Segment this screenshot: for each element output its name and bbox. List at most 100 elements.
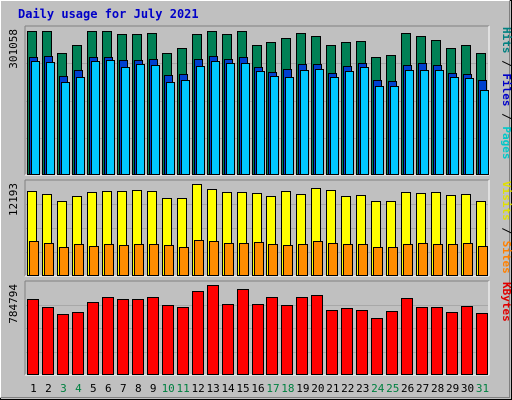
bar-kbytes-day-26 <box>401 298 413 375</box>
bar-kbytes-day-18 <box>281 305 293 375</box>
bar-kbytes-day-19 <box>296 297 308 375</box>
chart-title: Daily usage for July 2021 <box>18 7 199 21</box>
bar-sites-day-29 <box>448 244 458 276</box>
day-label-3: 3 <box>60 382 67 395</box>
day-label-26: 26 <box>401 382 414 395</box>
bar-pages-day-28 <box>435 70 444 175</box>
day-label-6: 6 <box>105 382 112 395</box>
panel-bottom: 784794 KBytes <box>7 280 512 376</box>
bar-kbytes-day-17 <box>266 297 278 375</box>
day-label-12: 12 <box>192 382 205 395</box>
day-label-9: 9 <box>150 382 157 395</box>
day-label-23: 23 <box>356 382 369 395</box>
bar-pages-day-1 <box>31 61 40 175</box>
bar-pages-day-7 <box>121 67 130 175</box>
bar-pages-day-13 <box>211 61 220 175</box>
bar-pages-day-10 <box>166 82 175 175</box>
bar-sites-day-19 <box>298 244 308 276</box>
legend-entry: Pages <box>500 126 512 159</box>
bar-kbytes-day-22 <box>341 308 353 375</box>
bar-kbytes-day-13 <box>207 285 219 375</box>
bars-bottom <box>27 285 488 375</box>
bar-pages-day-5 <box>91 61 100 175</box>
bar-sites-day-11 <box>179 247 189 276</box>
day-label-7: 7 <box>120 382 127 395</box>
bar-kbytes-day-30 <box>461 306 473 375</box>
legend-entry: Files <box>500 73 512 106</box>
bar-sites-day-8 <box>134 244 144 276</box>
day-label-4: 4 <box>75 382 82 395</box>
day-label-22: 22 <box>341 382 354 395</box>
day-label-14: 14 <box>221 382 235 395</box>
bar-kbytes-day-3 <box>57 314 69 375</box>
bar-kbytes-day-31 <box>476 313 488 375</box>
bar-kbytes-day-7 <box>117 299 129 375</box>
day-label-1: 1 <box>30 382 37 395</box>
legend-entry: Hits <box>500 27 512 54</box>
bar-pages-day-20 <box>315 69 324 175</box>
day-label-28: 28 <box>431 382 444 395</box>
panel-max-label: 784794 <box>7 284 20 324</box>
day-label-8: 8 <box>135 382 142 395</box>
bar-pages-day-11 <box>181 80 190 175</box>
bar-kbytes-day-28 <box>431 307 443 375</box>
bar-sites-day-10 <box>164 245 174 276</box>
bar-sites-day-18 <box>283 245 293 276</box>
bar-kbytes-day-8 <box>132 299 144 375</box>
bar-sites-day-27 <box>418 243 428 276</box>
bar-kbytes-day-20 <box>311 295 323 375</box>
bar-kbytes-day-5 <box>87 302 99 375</box>
bar-kbytes-day-2 <box>42 307 54 375</box>
bar-sites-day-7 <box>119 245 129 276</box>
legend-entry: Visits <box>500 181 512 221</box>
bar-sites-day-13 <box>209 241 219 276</box>
bar-kbytes-day-9 <box>147 297 159 375</box>
bar-pages-day-27 <box>420 70 429 175</box>
bar-kbytes-day-4 <box>72 312 84 375</box>
bar-sites-day-31 <box>478 246 488 276</box>
bar-pages-day-23 <box>360 67 369 175</box>
bar-pages-day-14 <box>226 63 235 175</box>
bar-sites-day-28 <box>433 244 443 276</box>
day-label-10: 10 <box>162 382 175 395</box>
day-label-29: 29 <box>446 382 459 395</box>
bar-sites-day-3 <box>59 247 69 276</box>
day-label-20: 20 <box>311 382 324 395</box>
bar-sites-day-9 <box>149 244 159 276</box>
day-label-24: 24 <box>371 382 385 395</box>
bar-pages-day-17 <box>270 76 279 175</box>
bar-kbytes-day-11 <box>177 307 189 375</box>
bar-kbytes-day-15 <box>237 289 249 375</box>
bar-pages-day-6 <box>106 60 115 175</box>
bar-sites-day-12 <box>194 240 204 276</box>
bar-sites-day-1 <box>29 241 39 276</box>
day-label-11: 11 <box>177 382 190 395</box>
bar-kbytes-day-27 <box>416 307 428 375</box>
day-label-13: 13 <box>206 382 219 395</box>
legend-entry: KBytes <box>500 282 512 322</box>
bar-kbytes-day-23 <box>356 310 368 375</box>
bar-sites-day-4 <box>74 244 84 276</box>
bars-middle <box>27 184 488 276</box>
bar-kbytes-day-6 <box>102 297 114 375</box>
bar-pages-day-24 <box>375 86 384 175</box>
panel-max-label: 301058 <box>7 29 20 69</box>
bar-pages-day-31 <box>480 90 489 175</box>
bar-pages-day-21 <box>330 77 339 175</box>
panel-legend: Hits / Files / Pages <box>500 27 512 160</box>
bar-sites-day-25 <box>388 247 398 276</box>
day-label-2: 2 <box>45 382 52 395</box>
bar-kbytes-day-25 <box>386 311 398 375</box>
bar-sites-day-30 <box>463 243 473 276</box>
bar-sites-day-23 <box>358 244 368 276</box>
day-label-25: 25 <box>386 382 399 395</box>
panel-top: 301058 Hits / Files / Pages <box>7 25 512 176</box>
bar-sites-day-15 <box>239 243 249 276</box>
day-label-21: 21 <box>326 382 339 395</box>
bar-sites-day-20 <box>313 241 323 276</box>
legend-entry: / <box>500 107 512 127</box>
bar-sites-day-17 <box>268 244 278 276</box>
bar-pages-day-3 <box>61 82 70 175</box>
legend-entry: Sites <box>500 241 512 274</box>
bar-kbytes-day-24 <box>371 318 383 375</box>
